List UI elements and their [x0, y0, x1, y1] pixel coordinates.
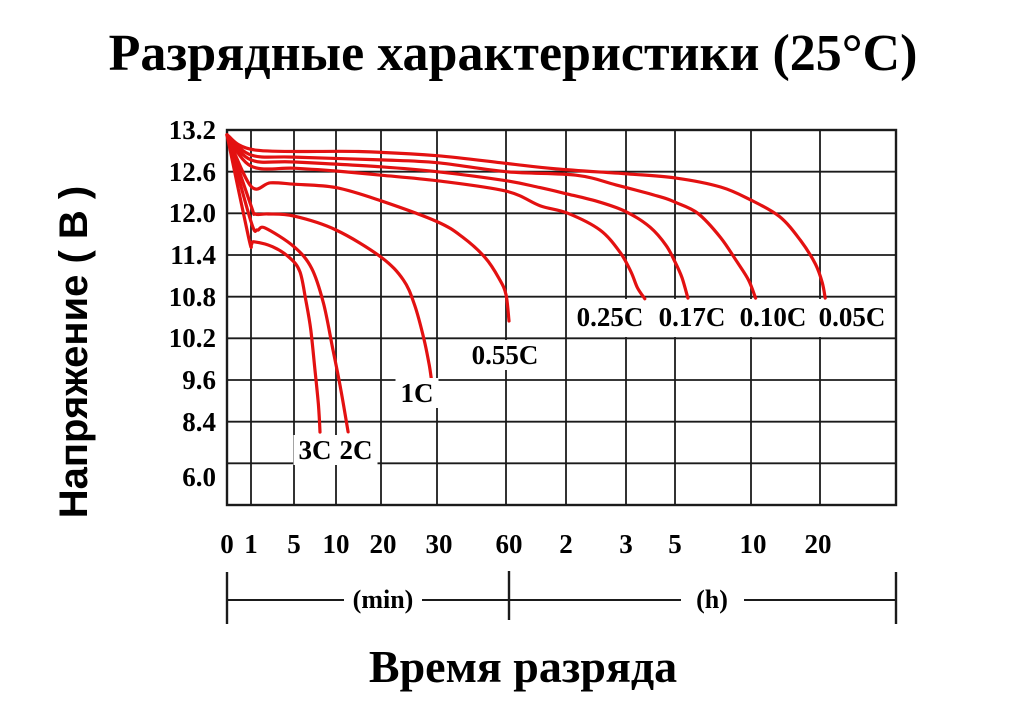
x-tick-label-60: 60 — [495, 529, 523, 559]
discharge-curve-0.10C — [225, 133, 758, 300]
x-tick-label-20: 20 — [804, 529, 832, 559]
curve-label-3C: 3C — [293, 435, 337, 465]
x-tick-label-10: 10 — [322, 529, 350, 559]
x-tick-label-30: 30 — [425, 529, 453, 559]
x-tick-label-20: 20 — [369, 529, 397, 559]
curve-label-0.17C: 0.17C — [653, 302, 731, 332]
axis-unit-label-min: (min) — [348, 586, 418, 614]
y-tick-label-10.8: 10.8 — [168, 282, 216, 312]
y-tick-label-13.2: 13.2 — [168, 115, 216, 145]
x-tick-label-1: 1 — [244, 529, 258, 559]
discharge-curve-1C — [225, 133, 433, 381]
axis-unit-label-h: (h) — [692, 586, 732, 614]
discharge-curve-0.17C — [225, 133, 690, 300]
y-tick-label-9.6: 9.6 — [182, 365, 216, 395]
chart-title: Разрядные характеристики (25°С) — [108, 25, 918, 82]
y-tick-label-12.6: 12.6 — [168, 157, 216, 187]
y-tick-label-10.2: 10.2 — [168, 323, 216, 353]
y-tick-label-11.4: 11.4 — [170, 240, 216, 270]
plot-border — [225, 128, 898, 507]
x-axis-title: Время разряда — [368, 641, 678, 692]
x-tick-label-0: 0 — [220, 529, 234, 559]
discharge-curve-0.55C — [225, 133, 511, 323]
curve-label-0.55C: 0.55C — [466, 340, 544, 370]
curve-label-1C: 1C — [395, 378, 439, 408]
x-tick-label-5: 5 — [287, 529, 301, 559]
x-tick-label-10: 10 — [739, 529, 767, 559]
curve-label-0.10C: 0.10C — [734, 302, 812, 332]
discharge-curve-3C — [225, 133, 322, 434]
axis-bracket-layer — [225, 571, 898, 624]
y-tick-label-8.4: 8.4 — [182, 407, 216, 437]
discharge-curves-layer — [225, 133, 827, 434]
x-tick-label-3: 3 — [619, 529, 633, 559]
x-tick-label-5: 5 — [668, 529, 682, 559]
curve-label-0.25C: 0.25C — [571, 302, 649, 332]
discharge-curve-2C — [225, 133, 350, 434]
discharge-curve-0.05C — [225, 133, 827, 300]
y-tick-label-6.0: 6.0 — [182, 462, 216, 492]
y-tick-label-12.0: 12.0 — [168, 198, 216, 228]
curve-label-0.05C: 0.05C — [813, 302, 891, 332]
x-tick-label-2: 2 — [559, 529, 573, 559]
discharge-curve-0.25C — [225, 133, 647, 301]
curve-label-2C: 2C — [334, 435, 378, 465]
